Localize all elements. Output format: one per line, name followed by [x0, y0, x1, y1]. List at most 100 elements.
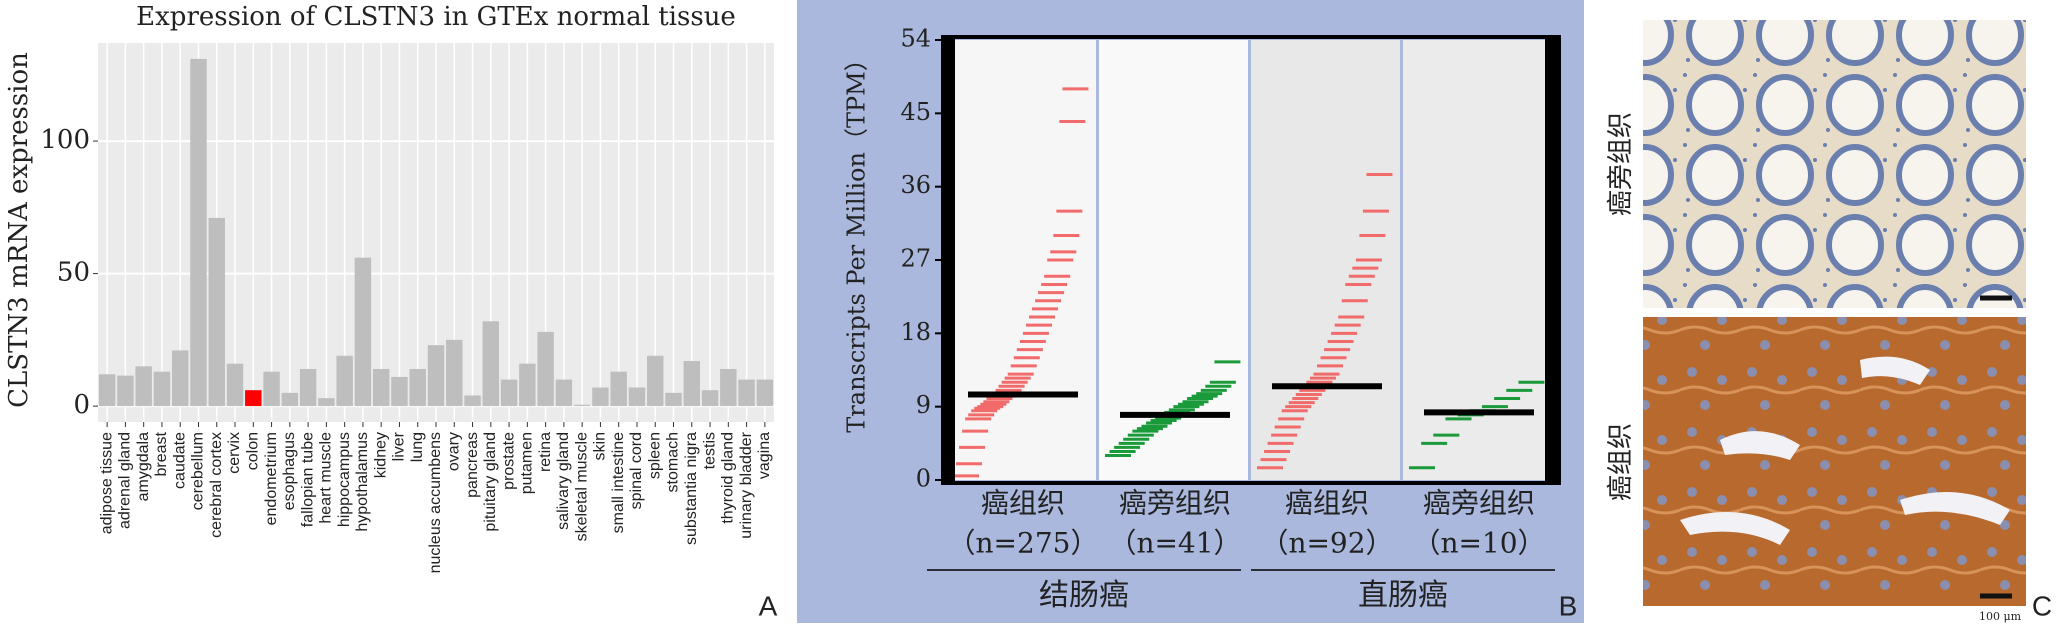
- group-n-label: （n=275）: [948, 527, 1099, 560]
- bar: [409, 368, 426, 407]
- x-tick-label: cerebellum: [190, 432, 207, 510]
- panel-label: B: [1559, 590, 1578, 621]
- x-tick-label: pituitary gland: [482, 432, 499, 532]
- plot-frame-right: [1545, 37, 1559, 483]
- scale-label: 100 μm: [1979, 610, 2022, 623]
- bar: [738, 379, 755, 407]
- x-tick-label: skeletal muscle: [573, 432, 590, 541]
- bar: [372, 368, 390, 407]
- x-tick-label: thyroid gland: [720, 432, 737, 524]
- x-tick-label: adipose tissue: [98, 432, 115, 534]
- group-label: 癌旁组织: [1423, 487, 1535, 520]
- x-tick-label: hippocampus: [336, 432, 353, 527]
- x-tick-label: pancreas: [464, 432, 481, 498]
- bar: [427, 345, 445, 407]
- bar: [500, 379, 518, 407]
- y-tick-label: 0: [916, 465, 931, 493]
- bar: [226, 363, 244, 407]
- x-tick-label: colon: [245, 432, 262, 470]
- bar: [263, 371, 280, 407]
- x-tick-label: testis: [701, 432, 718, 469]
- x-tick-label: endometrium: [263, 432, 280, 525]
- bar: [117, 375, 134, 407]
- bar: [171, 350, 189, 407]
- bar: [665, 392, 682, 407]
- bar: [245, 390, 262, 407]
- bar: [720, 368, 737, 407]
- x-tick-label: breast: [153, 431, 170, 476]
- plot-frame-left: [943, 37, 955, 483]
- x-tick-label: prostate: [500, 432, 517, 490]
- x-tick-label: cervix: [226, 432, 243, 474]
- chart-title: Expression of CLSTN3 in GTEx normal tiss…: [136, 2, 736, 32]
- panel-label: C: [2032, 590, 2052, 621]
- x-tick-label: putamen: [519, 432, 536, 494]
- x-tick-label: fallopian tube: [299, 432, 316, 527]
- y-tick-label: 50: [57, 258, 90, 288]
- x-tick-label: nucleus accumbens: [427, 432, 444, 573]
- x-tick-label: salivary gland: [555, 432, 572, 530]
- x-tick-label: urinary bladder: [738, 431, 755, 538]
- x-tick-label: lung: [409, 432, 426, 462]
- lumen: [1680, 356, 2010, 545]
- bar: [701, 390, 719, 407]
- bar: [318, 398, 335, 407]
- bar: [482, 321, 500, 407]
- x-tick-label: skin: [592, 432, 609, 460]
- bar: [299, 368, 317, 407]
- x-tick-label: spinal cord: [628, 432, 645, 509]
- histology-image-tumor: [1643, 317, 2026, 606]
- bar: [354, 257, 372, 407]
- bar: [135, 366, 152, 407]
- group-n-label: （n=10）: [1412, 527, 1545, 560]
- bar: [555, 379, 573, 407]
- y-tick-label: 0: [73, 390, 90, 420]
- bar: [190, 58, 207, 407]
- bar: [537, 331, 554, 407]
- x-tick-label: esophagus: [281, 432, 298, 510]
- bar: [628, 387, 646, 407]
- panel-label: A: [759, 590, 778, 621]
- y-tick-label: 27: [900, 245, 931, 273]
- bar: [683, 361, 701, 407]
- bar: [756, 379, 774, 407]
- y-tick-label: 36: [900, 171, 931, 199]
- group-label: 癌组织: [1285, 487, 1369, 520]
- x-tick-label: hypothalamus: [354, 432, 371, 532]
- bar: [446, 339, 463, 407]
- bar: [208, 217, 225, 407]
- x-tick-label: vagina: [756, 432, 773, 479]
- group-label: 癌组织: [981, 487, 1065, 520]
- y-axis-label: CLSTN3 mRNA expression: [4, 52, 34, 408]
- bar: [573, 404, 591, 407]
- x-tick-label: amygdala: [135, 432, 152, 501]
- histology-image-normal: [1643, 20, 2026, 308]
- bar: [610, 371, 627, 407]
- bar: [336, 355, 353, 407]
- y-tick-label: 100: [40, 125, 90, 155]
- y-tick-label: 9: [916, 391, 931, 419]
- x-tick-label: small intestine: [610, 432, 627, 533]
- x-tick-label: liver: [391, 431, 408, 461]
- y-tick-label: 18: [900, 318, 931, 346]
- x-tick-label: kidney: [372, 432, 389, 478]
- bar: [464, 395, 481, 407]
- group-set-label: 直肠癌: [1358, 578, 1448, 613]
- x-tick-label: heart muscle: [318, 432, 335, 524]
- bar: [592, 387, 609, 407]
- x-tick-label: spleen: [646, 432, 663, 479]
- group-label: 癌旁组织: [1119, 487, 1231, 520]
- bar: [647, 355, 664, 407]
- bar: [281, 392, 299, 407]
- y-tick-label: 45: [900, 98, 931, 126]
- x-tick-label: stomach: [665, 432, 682, 492]
- y-tick-label: 54: [900, 25, 931, 53]
- x-tick-label: adrenal gland: [117, 432, 134, 529]
- x-tick-label: substantia nigra: [683, 432, 700, 545]
- bar: [519, 363, 536, 407]
- image-label: 癌组织: [1606, 423, 1636, 501]
- x-tick-label: retina: [537, 432, 554, 472]
- x-tick-label: ovary: [445, 432, 462, 471]
- group-background: [1403, 40, 1555, 480]
